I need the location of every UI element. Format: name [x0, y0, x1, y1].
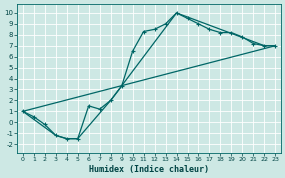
- X-axis label: Humidex (Indice chaleur): Humidex (Indice chaleur): [89, 165, 209, 174]
